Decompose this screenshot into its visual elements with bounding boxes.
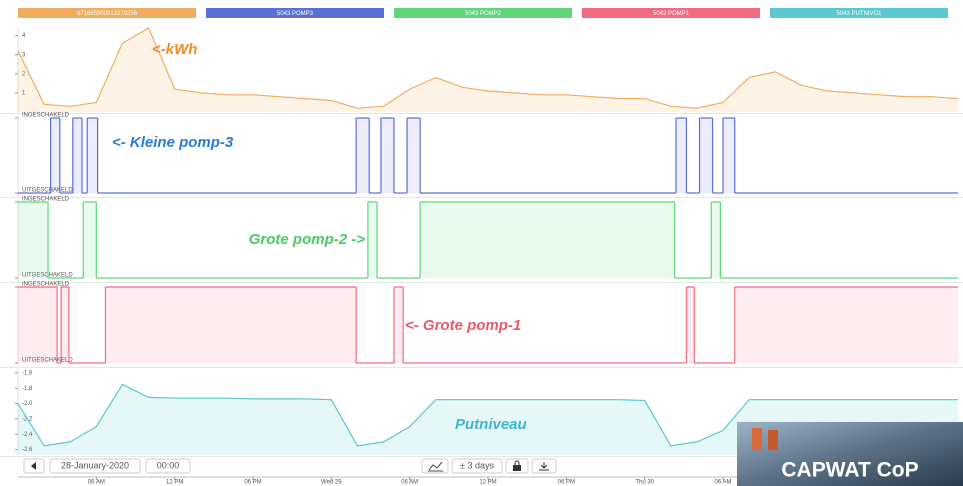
legend-label: 5043 POMP3 (277, 11, 314, 17)
legend-label: 5043 PUTNIVO1 (836, 11, 882, 17)
on-fill (367, 202, 378, 278)
y-tick-label: 1 (22, 90, 26, 96)
date-input[interactable] (49, 458, 141, 474)
x-tick-label: 12 PM (166, 480, 183, 486)
x-tick-label: Thu 30 (635, 480, 654, 486)
y-tick-label: INGESCHAKELD (22, 197, 70, 203)
y-tick-label: -2.4 (22, 432, 33, 438)
y-tick-label: -1.6 (22, 370, 33, 376)
prev-icon (31, 462, 36, 470)
legend-label: 5043 POMP1 (653, 11, 690, 17)
x-tick-label: 06 AM (88, 480, 105, 486)
on-fill (72, 118, 82, 193)
logo-figure (768, 430, 778, 450)
logo-text: CAPWAT CoP (781, 459, 918, 482)
legend-swatch (206, 8, 384, 18)
legend-label: 5043 POMP2 (465, 11, 502, 17)
chart-icon (428, 461, 443, 472)
area-fill (18, 28, 958, 112)
on-fill (83, 202, 97, 278)
y-tick-label: 4 (22, 33, 26, 39)
on-fill (87, 118, 98, 193)
range-button[interactable] (451, 458, 503, 474)
lock-shackle (514, 460, 520, 465)
download-icon (539, 462, 549, 471)
y-tick-label: -2.0 (22, 401, 33, 407)
x-tick-label: 06 PM (558, 480, 575, 486)
annotation: Putniveau (455, 416, 527, 433)
on-fill (420, 202, 675, 278)
x-tick-label: 12 PM (479, 480, 496, 486)
y-tick-label: -1.8 (22, 386, 33, 392)
x-tick-label: 06 PM (244, 480, 261, 486)
on-fill (105, 287, 357, 363)
x-tick-label: 06 AM (714, 480, 731, 486)
range-text: ± 3 days (460, 460, 494, 470)
legend-label: 871685900013270256 (77, 11, 138, 17)
on-fill (356, 118, 370, 193)
y-tick-label: 2 (22, 71, 26, 77)
legend-swatch (582, 8, 760, 18)
y-tick-label: INGESCHAKELD (22, 113, 70, 119)
annotation: <- Grote pomp-1 (405, 317, 521, 334)
on-fill (50, 118, 60, 193)
on-fill (61, 287, 69, 363)
line (17, 27, 959, 109)
logo-figure (752, 428, 762, 450)
legend-swatch (394, 8, 572, 18)
on-fill (18, 202, 49, 278)
on-fill (699, 118, 713, 193)
area-fill (18, 384, 958, 455)
y-tick-label: -2.6 (22, 447, 33, 453)
on-fill (676, 118, 687, 193)
lock-icon (513, 465, 521, 471)
on-fill (18, 287, 58, 363)
on-fill (723, 118, 735, 193)
on-fill (686, 287, 695, 363)
legend-swatch (18, 8, 196, 18)
x-tick-label: 06 AM (401, 480, 418, 486)
on-fill (394, 287, 404, 363)
on-fill (734, 287, 958, 363)
time-input[interactable] (145, 458, 191, 474)
y-tick-label: INGESCHAKELD (22, 282, 70, 288)
on-fill (407, 118, 421, 193)
annotation: <- Kleine pomp-3 (112, 134, 234, 151)
annotation: Grote pomp-2 -> (249, 231, 365, 248)
on-fill (711, 202, 721, 278)
x-tick-label: Wed 29 (321, 480, 342, 486)
on-fill (380, 118, 394, 193)
line (17, 383, 958, 447)
y-tick-label: 3 (22, 52, 26, 58)
date-text: 28-January-2020 (61, 460, 129, 470)
y-tick-label: UITGESCHAKELD (22, 358, 73, 364)
time-text: 00:00 (157, 460, 180, 470)
y-tick-label: UITGESCHAKELD (22, 188, 73, 194)
legend-swatch (770, 8, 948, 18)
annotation: <-kWh (152, 41, 197, 58)
